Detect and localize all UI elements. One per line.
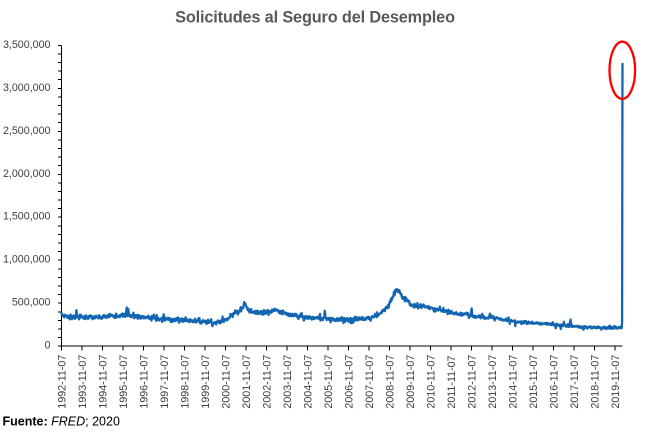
svg-text:2,000,000: 2,000,000	[3, 168, 51, 180]
svg-text:1994-11-07: 1994-11-07	[97, 355, 109, 409]
svg-text:1997-11-07: 1997-11-07	[159, 355, 171, 409]
svg-text:2015-11-07: 2015-11-07	[528, 355, 540, 409]
svg-text:2016-11-07: 2016-11-07	[548, 355, 560, 409]
svg-text:Solicitudes al Seguro del Dese: Solicitudes al Seguro del Desempleo	[175, 8, 455, 26]
svg-text:2019-11-07: 2019-11-07	[610, 355, 622, 409]
svg-text:2012-11-07: 2012-11-07	[466, 355, 478, 409]
svg-text:3,500,000: 3,500,000	[3, 39, 51, 51]
svg-text:1,000,000: 1,000,000	[3, 254, 51, 266]
svg-text:2014-11-07: 2014-11-07	[507, 355, 519, 409]
svg-text:2018-11-07: 2018-11-07	[589, 355, 601, 409]
svg-text:Fuente: FRED; 2020: Fuente: FRED; 2020	[3, 415, 120, 429]
svg-text:2003-11-07: 2003-11-07	[282, 355, 294, 409]
svg-text:2009-11-07: 2009-11-07	[405, 355, 417, 409]
svg-text:0: 0	[45, 340, 51, 352]
svg-text:2006-11-07: 2006-11-07	[343, 355, 355, 409]
svg-text:2013-11-07: 2013-11-07	[487, 355, 499, 409]
svg-text:2002-11-07: 2002-11-07	[261, 355, 273, 409]
svg-text:2017-11-07: 2017-11-07	[569, 355, 581, 409]
svg-text:2008-11-07: 2008-11-07	[384, 355, 396, 409]
svg-text:2005-11-07: 2005-11-07	[323, 355, 335, 409]
svg-text:2004-11-07: 2004-11-07	[302, 355, 314, 409]
svg-text:1992-11-07: 1992-11-07	[56, 355, 68, 409]
svg-text:2001-11-07: 2001-11-07	[241, 355, 253, 409]
svg-text:1998-11-07: 1998-11-07	[179, 355, 191, 409]
svg-text:2011-11-07: 2011-11-07	[446, 355, 458, 408]
svg-text:1,500,000: 1,500,000	[3, 211, 51, 223]
svg-text:2010-11-07: 2010-11-07	[425, 355, 437, 409]
svg-text:1993-11-07: 1993-11-07	[77, 355, 89, 409]
svg-text:2007-11-07: 2007-11-07	[364, 355, 376, 409]
svg-text:500,000: 500,000	[12, 297, 51, 309]
svg-text:1995-11-07: 1995-11-07	[118, 355, 130, 409]
svg-text:2,500,000: 2,500,000	[3, 125, 51, 137]
svg-text:2000-11-07: 2000-11-07	[220, 355, 232, 409]
svg-text:1996-11-07: 1996-11-07	[138, 355, 150, 409]
svg-text:1999-11-07: 1999-11-07	[200, 355, 212, 409]
svg-text:3,000,000: 3,000,000	[3, 82, 51, 94]
